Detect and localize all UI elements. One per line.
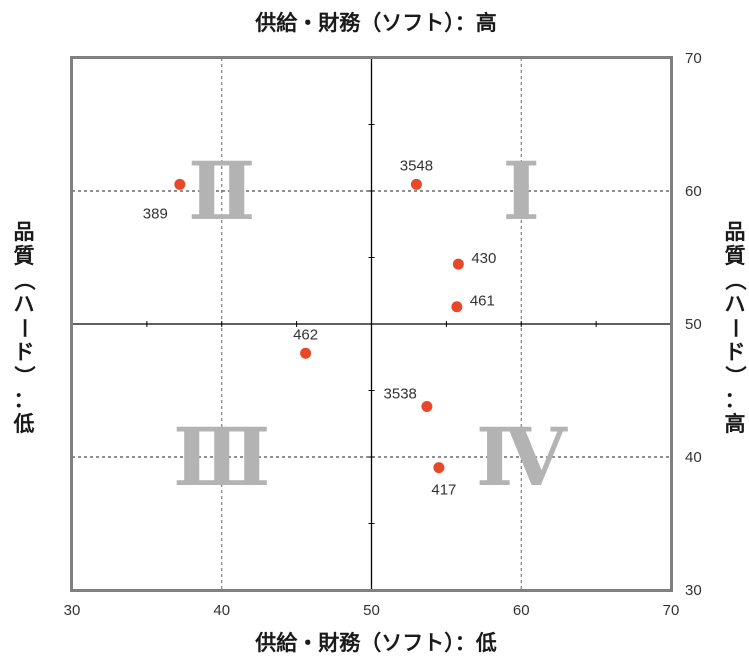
vertical-title-char: ー <box>12 318 36 339</box>
data-points: 389 3548 430 461 462 3538 417 <box>143 157 497 498</box>
quadrant-numeral-1: Ⅰ <box>503 144 540 238</box>
tick-labels: 30 40 50 60 70 30 40 50 60 70 <box>64 50 702 619</box>
x-tick-label: 40 <box>213 602 230 619</box>
data-label-417: 417 <box>431 482 456 499</box>
vertical-title-char: （ <box>12 270 36 291</box>
y-tick-label: 60 <box>685 183 702 200</box>
x-tick-label: 50 <box>363 602 380 619</box>
quadrant-numeral-2: Ⅱ <box>188 144 255 238</box>
vertical-title-char: 高 <box>725 412 746 436</box>
vertical-title-char: 質 <box>14 244 35 268</box>
x-tick-label: 30 <box>64 602 81 619</box>
top-axis-title: 供給・財務（ソフト）：高 <box>254 11 497 35</box>
y-tick-label: 50 <box>685 316 702 333</box>
data-point-389 <box>174 178 186 190</box>
data-point-417 <box>433 462 445 474</box>
y-tick-label: 30 <box>685 582 702 599</box>
data-label-461: 461 <box>470 293 495 310</box>
vertical-title-char: ハ <box>14 292 35 316</box>
vertical-title-char: ー <box>723 318 747 339</box>
y-tick-label: 70 <box>685 50 702 67</box>
right-axis-title: 品質（ハード）：高 <box>723 220 747 436</box>
data-label-430: 430 <box>471 250 496 267</box>
x-tick-label: 70 <box>663 602 680 619</box>
vertical-title-char: ） <box>723 366 747 387</box>
data-point-461 <box>451 301 463 313</box>
data-point-430 <box>452 258 464 270</box>
vertical-title-char: ド <box>14 340 35 364</box>
vertical-title-char: ド <box>725 340 746 364</box>
vertical-title-char: ハ <box>725 292 746 316</box>
x-axis-title: 供給・財務（ソフト）：低 <box>254 631 497 655</box>
quadrant-numeral-3: Ⅲ <box>173 410 270 504</box>
data-label-389: 389 <box>143 205 168 222</box>
vertical-title-char: （ <box>723 270 747 291</box>
vertical-title-char: 低 <box>13 412 35 436</box>
left-axis-title: 品質（ハード）：低 <box>12 220 36 436</box>
plot-frame <box>70 56 673 592</box>
vertical-title-char: 質 <box>725 244 746 268</box>
data-point-3548 <box>410 178 422 190</box>
vertical-title-char: ： <box>725 388 746 412</box>
vertical-title-char: 品 <box>725 220 746 244</box>
data-label-462: 462 <box>293 326 318 343</box>
y-tick-label: 40 <box>685 449 702 466</box>
quadrant-numeral-4: Ⅳ <box>476 410 568 504</box>
data-point-462 <box>300 347 312 359</box>
vertical-title-char: 品 <box>14 220 35 244</box>
x-tick-label: 60 <box>513 602 530 619</box>
data-label-3548: 3548 <box>400 157 433 174</box>
quadrant-numerals: Ⅰ Ⅱ Ⅲ Ⅳ <box>173 144 568 504</box>
data-point-3538 <box>421 400 433 412</box>
vertical-title-char: ： <box>14 388 35 412</box>
data-label-3538: 3538 <box>384 385 417 402</box>
center-axes <box>72 58 671 590</box>
vertical-title-char: ） <box>12 366 36 387</box>
